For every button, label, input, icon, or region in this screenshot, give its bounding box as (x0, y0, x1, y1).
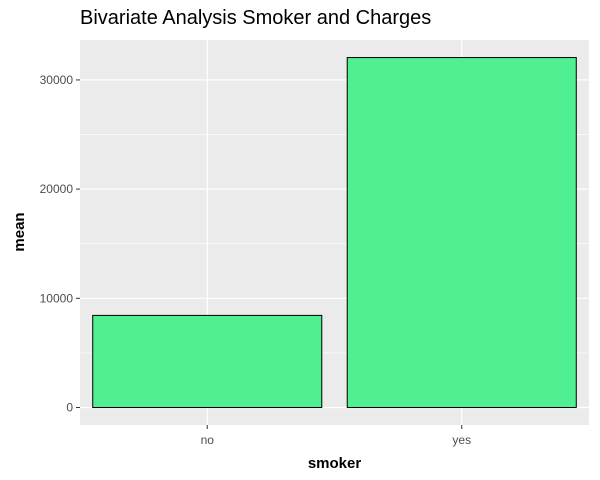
y-tick-label: 0 (66, 400, 73, 414)
x-axis-title: smoker (308, 455, 362, 472)
y-tick-label: 30000 (40, 73, 74, 87)
y-axis-title: mean (11, 212, 28, 251)
bar-yes (346, 57, 577, 408)
x-axis: no yes (201, 425, 471, 447)
x-tick-label: yes (452, 433, 471, 447)
chart-title: Bivariate Analysis Smoker and Charges (80, 7, 432, 29)
y-tick-label: 10000 (40, 291, 74, 305)
bars (92, 57, 577, 408)
y-axis: 0 10000 20000 30000 (40, 73, 80, 414)
bar-no (92, 314, 323, 408)
x-tick-label: no (201, 433, 215, 447)
y-tick-label: 20000 (40, 182, 74, 196)
